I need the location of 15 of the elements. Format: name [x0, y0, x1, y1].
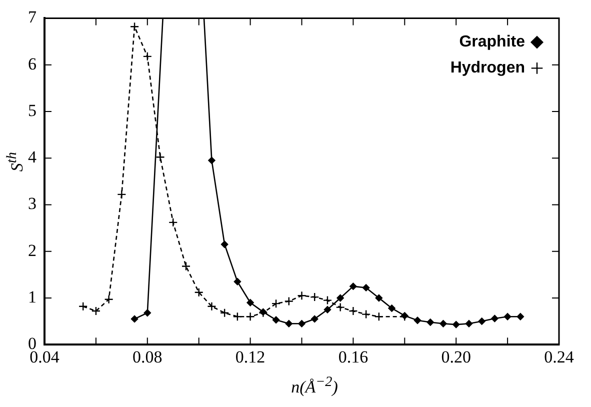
- legend-label: Hydrogen: [450, 60, 525, 77]
- y-tick-label: 3: [28, 194, 36, 214]
- legend-label: Graphite: [459, 34, 526, 51]
- x-tick-label: 0.24: [544, 347, 574, 366]
- y-tick-label: 4: [28, 148, 37, 167]
- x-tick-label: 0.12: [235, 347, 266, 366]
- y-tick-label: 5: [28, 100, 36, 120]
- x-tick-label: 0.20: [441, 347, 471, 366]
- x-tick-label: 0.16: [338, 347, 368, 366]
- y-tick-label: 6: [28, 54, 36, 74]
- x-axis-title: n(Å$^{−2}$): [290, 374, 339, 398]
- y-tick-label: 7: [28, 8, 37, 27]
- y-tick-label: 1: [28, 287, 36, 306]
- y-tick-label: 2: [28, 240, 36, 260]
- x-tick-label: 0.08: [132, 347, 162, 366]
